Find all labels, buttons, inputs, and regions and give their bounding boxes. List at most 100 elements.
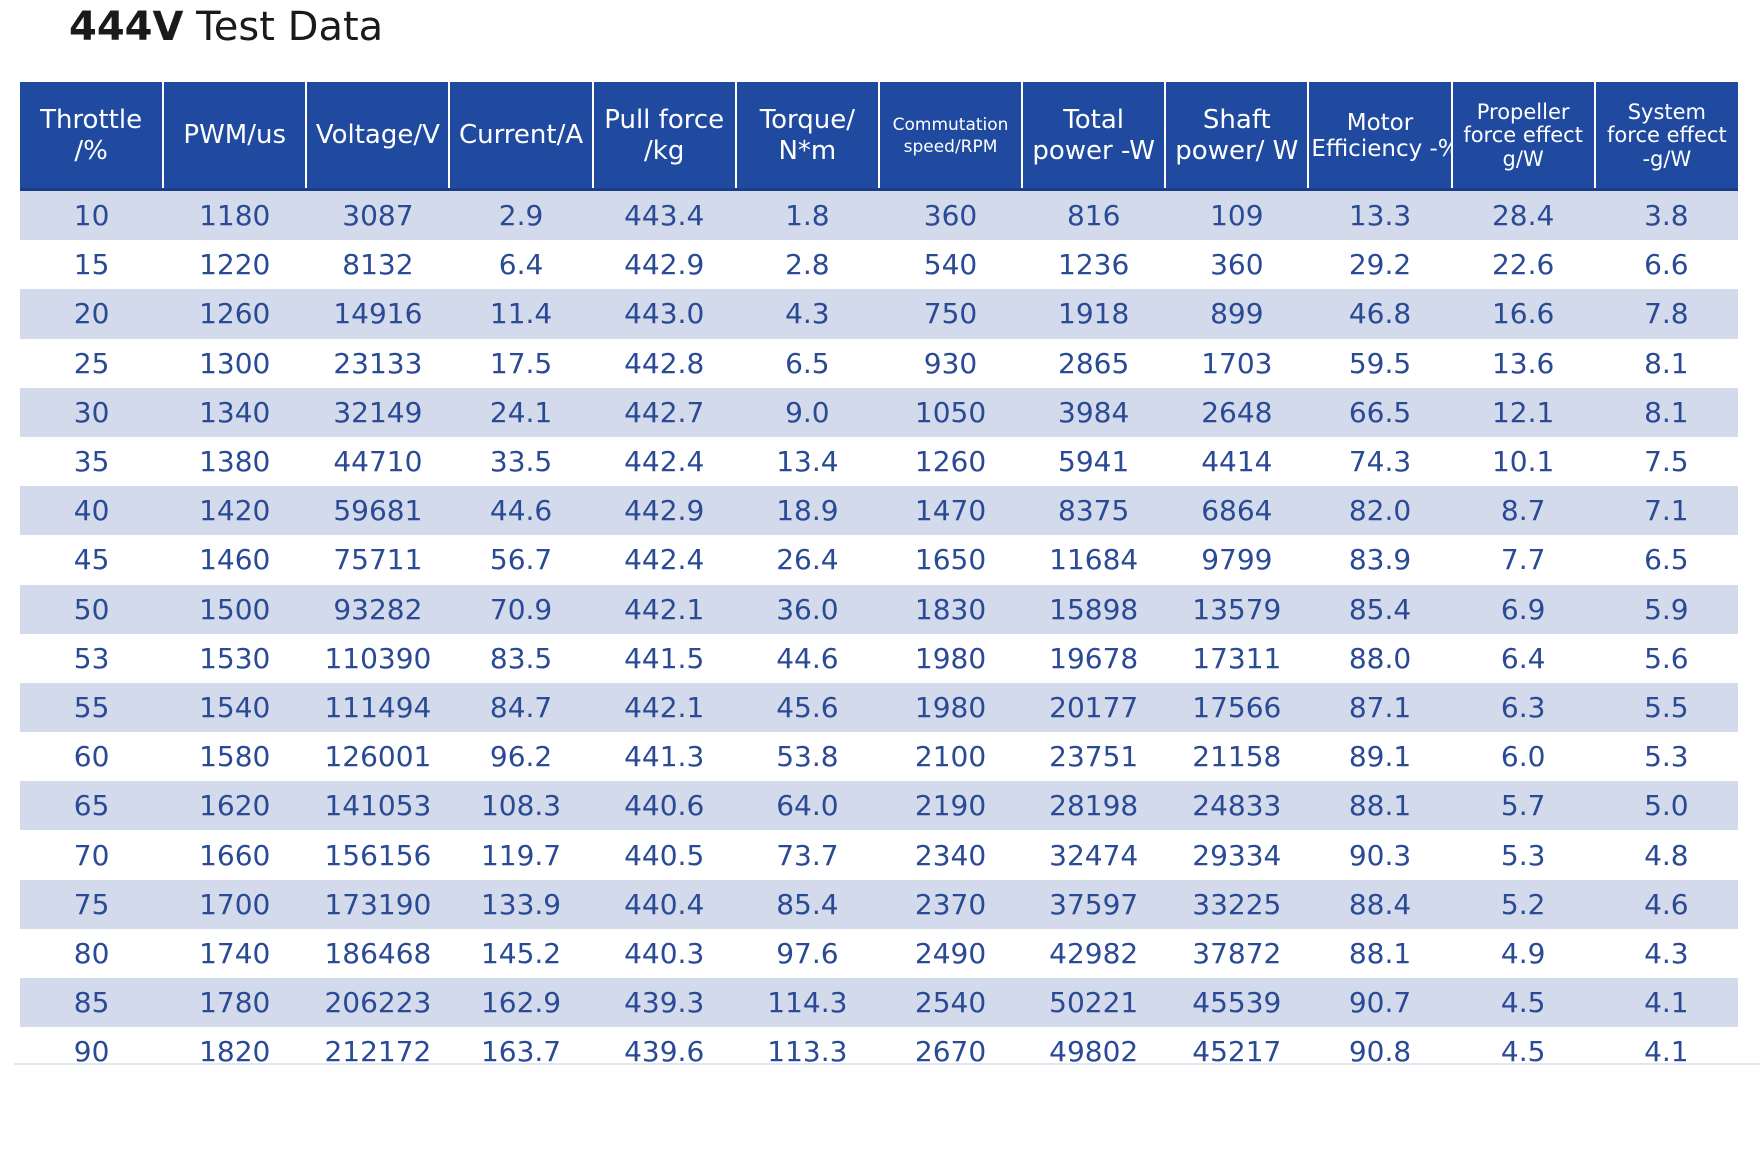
cell-motor-efficiency: 83.9 bbox=[1308, 535, 1452, 585]
cell-shaft-power: 360 bbox=[1165, 240, 1309, 290]
column-header-shaft-power: Shaft power/ W bbox=[1164, 82, 1310, 191]
table-row: 80 1740 186468 145.2 440.3 97.6 2490 42982 37872… bbox=[20, 928, 1738, 978]
cell-throttle: 25 bbox=[20, 338, 164, 388]
cell-propeller-force-effect: 13.6 bbox=[1451, 338, 1595, 388]
cell-pwm: 1700 bbox=[163, 879, 307, 929]
cell-commutation-speed: 360 bbox=[878, 189, 1023, 241]
cell-shaft-power: 45539 bbox=[1165, 978, 1309, 1028]
column-header-line: /% bbox=[74, 136, 108, 166]
table-row: 65 1620 141053 108.3 440.6 64.0 2190 28198 24833… bbox=[20, 781, 1738, 831]
cell-system-force-effect: 7.8 bbox=[1594, 289, 1738, 339]
cell-total-power: 49802 bbox=[1022, 1027, 1166, 1077]
cell-motor-efficiency: 82.0 bbox=[1308, 486, 1452, 536]
cell-system-force-effect: 4.1 bbox=[1594, 1027, 1738, 1077]
cell-commutation-speed: 2190 bbox=[878, 781, 1023, 831]
cell-pwm: 1540 bbox=[163, 682, 307, 733]
cell-motor-efficiency: 89.1 bbox=[1308, 732, 1452, 782]
cell-propeller-force-effect: 4.5 bbox=[1451, 1027, 1595, 1077]
column-header-throttle: Throttle/% bbox=[20, 82, 165, 191]
column-header-line: power/ W bbox=[1175, 136, 1299, 166]
column-header-torque: Torque/N*m bbox=[734, 82, 880, 191]
column-header-line: Throttle bbox=[40, 104, 143, 135]
cell-throttle: 35 bbox=[20, 436, 164, 487]
cell-voltage: 156156 bbox=[306, 830, 450, 880]
cell-commutation-speed: 1650 bbox=[878, 535, 1023, 585]
cell-shaft-power: 29334 bbox=[1165, 830, 1309, 880]
cell-torque: 6.5 bbox=[735, 338, 879, 388]
cell-propeller-force-effect: 28.4 bbox=[1451, 189, 1595, 241]
cell-pull-force: 440.6 bbox=[592, 781, 736, 831]
table-row: 10 1180 3087 2.9 443.4 1.8 360 816 109 13.3 28.4 3.… bbox=[20, 189, 1738, 241]
cell-propeller-force-effect: 22.6 bbox=[1451, 240, 1595, 290]
cell-pull-force: 443.0 bbox=[592, 289, 736, 339]
table-row: 15 1220 8132 6.4 442.9 2.8 540 1236 360 29.2 22.6 6… bbox=[20, 240, 1738, 290]
cell-current: 70.9 bbox=[449, 584, 593, 634]
cell-pull-force: 441.3 bbox=[592, 732, 736, 782]
cell-pwm: 1300 bbox=[163, 338, 307, 388]
cell-total-power: 8375 bbox=[1022, 486, 1166, 536]
column-header-line: Voltage/V bbox=[315, 120, 440, 151]
cell-propeller-force-effect: 5.2 bbox=[1451, 879, 1595, 929]
cell-torque: 36.0 bbox=[735, 584, 879, 634]
table-row: 85 1780 206223 162.9 439.3 114.3 2540 50221 4553… bbox=[20, 978, 1738, 1028]
cell-system-force-effect: 4.3 bbox=[1594, 928, 1738, 978]
cell-pwm: 1660 bbox=[163, 830, 307, 880]
cell-torque: 26.4 bbox=[735, 535, 879, 585]
cell-current: 119.7 bbox=[449, 830, 593, 880]
cell-voltage: 186468 bbox=[306, 928, 450, 978]
cell-system-force-effect: 3.8 bbox=[1594, 189, 1738, 241]
column-header-current: Current/A bbox=[448, 82, 594, 191]
cell-system-force-effect: 6.5 bbox=[1594, 535, 1738, 585]
table-row: 70 1660 156156 119.7 440.5 73.7 2340 32474 29334… bbox=[20, 830, 1738, 880]
column-header-line: speed/RPM bbox=[903, 137, 998, 157]
cell-torque: 44.6 bbox=[735, 633, 879, 683]
cell-pull-force: 441.5 bbox=[592, 633, 736, 683]
column-header-motor-efficiency: Motor Efficiency -% bbox=[1307, 82, 1453, 191]
cell-shaft-power: 6864 bbox=[1165, 486, 1309, 536]
cell-voltage: 8132 bbox=[306, 240, 450, 290]
cell-current: 84.7 bbox=[449, 682, 593, 733]
cell-motor-efficiency: 90.7 bbox=[1308, 978, 1452, 1028]
cell-propeller-force-effect: 6.4 bbox=[1451, 633, 1595, 683]
cell-shaft-power: 2648 bbox=[1165, 387, 1309, 437]
cell-shaft-power: 109 bbox=[1165, 189, 1309, 241]
cell-commutation-speed: 1260 bbox=[878, 436, 1023, 487]
cell-propeller-force-effect: 10.1 bbox=[1451, 436, 1595, 487]
cell-commutation-speed: 2540 bbox=[878, 978, 1023, 1028]
table-row: 60 1580 126001 96.2 441.3 53.8 2100 23751 21158 8… bbox=[20, 732, 1738, 782]
table-row: 90 1820 212172 163.7 439.6 113.3 2670 49802 4521… bbox=[20, 1027, 1738, 1077]
cell-propeller-force-effect: 8.7 bbox=[1451, 486, 1595, 536]
column-header-voltage: Voltage/V bbox=[305, 82, 451, 191]
cell-voltage: 23133 bbox=[306, 338, 450, 388]
cell-propeller-force-effect: 5.3 bbox=[1451, 830, 1595, 880]
cell-current: 145.2 bbox=[449, 928, 593, 978]
cell-motor-efficiency: 29.2 bbox=[1308, 240, 1452, 290]
column-header-line: Pull force bbox=[604, 104, 725, 135]
cell-total-power: 5941 bbox=[1022, 436, 1166, 487]
cell-motor-efficiency: 85.4 bbox=[1308, 584, 1452, 634]
cell-voltage: 44710 bbox=[306, 436, 450, 487]
table-row: 25 1300 23133 17.5 442.8 6.5 930 2865 1703 59.5 13… bbox=[20, 338, 1738, 388]
cell-pull-force: 439.6 bbox=[592, 1027, 736, 1077]
cell-throttle: 90 bbox=[20, 1027, 164, 1077]
cell-current: 33.5 bbox=[449, 436, 593, 487]
cell-propeller-force-effect: 16.6 bbox=[1451, 289, 1595, 339]
cell-shaft-power: 24833 bbox=[1165, 781, 1309, 831]
cell-total-power: 37597 bbox=[1022, 879, 1166, 929]
cell-system-force-effect: 4.1 bbox=[1594, 978, 1738, 1028]
table-row: 20 1260 14916 11.4 443.0 4.3 750 1918 899 46.8 16.… bbox=[20, 289, 1738, 339]
page-title: 444V Test Data bbox=[69, 2, 383, 52]
cell-total-power: 816 bbox=[1022, 189, 1166, 241]
header-row: Throttle/% PWM/us Voltage/V Current/A Pull f… bbox=[20, 82, 1738, 191]
column-header-line: Torque/ bbox=[759, 104, 856, 135]
cell-commutation-speed: 2670 bbox=[878, 1027, 1023, 1077]
cell-shaft-power: 4414 bbox=[1165, 436, 1309, 487]
cell-motor-efficiency: 88.0 bbox=[1308, 633, 1452, 683]
cell-commutation-speed: 2340 bbox=[878, 830, 1023, 880]
cell-system-force-effect: 5.5 bbox=[1594, 682, 1738, 733]
title-text: Test Data bbox=[183, 4, 384, 50]
cell-voltage: 126001 bbox=[306, 732, 450, 782]
cell-shaft-power: 21158 bbox=[1165, 732, 1309, 782]
cell-shaft-power: 9799 bbox=[1165, 535, 1309, 585]
cell-propeller-force-effect: 6.9 bbox=[1451, 584, 1595, 634]
